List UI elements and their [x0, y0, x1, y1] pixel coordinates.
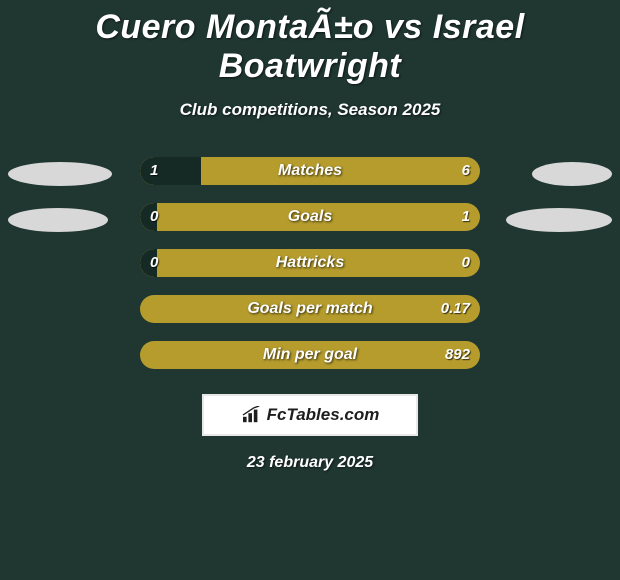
page-title: Cuero MontaÃ±o vs Israel Boatwright — [0, 0, 620, 86]
stat-row: Goals per match0.17 — [0, 294, 620, 340]
stat-row: Hattricks0 0 — [0, 248, 620, 294]
stat-row: Min per goal892 — [0, 340, 620, 386]
stat-label: Goals per match — [140, 295, 480, 323]
right-oval — [532, 162, 612, 186]
stat-label: Hattricks — [140, 249, 480, 277]
stat-value-right: 6 — [462, 156, 470, 184]
stat-bar: Min per goal — [140, 341, 480, 369]
stats-rows: Matches16Goals01Hattricks00Goals per mat… — [0, 156, 620, 386]
stat-value-left: 0 — [150, 202, 158, 230]
bar-chart-icon — [241, 406, 263, 424]
stat-label: Min per goal — [140, 341, 480, 369]
stat-row: Matches1 6 — [0, 156, 620, 202]
page-subtitle: Club competitions, Season 2025 — [0, 100, 620, 120]
stat-value-left: 1 — [150, 156, 158, 184]
stat-bar: Goals — [140, 203, 480, 231]
stat-value-right: 0.17 — [441, 294, 470, 322]
stat-value-right: 1 — [462, 202, 470, 230]
right-oval — [506, 208, 612, 232]
stat-bar: Goals per match — [140, 295, 480, 323]
stat-value-right: 892 — [445, 340, 470, 368]
stat-value-left: 0 — [150, 248, 158, 276]
date-text: 23 february 2025 — [0, 454, 620, 472]
left-oval — [8, 208, 108, 232]
stat-bar: Hattricks — [140, 249, 480, 277]
left-oval — [8, 162, 112, 186]
stat-bar: Matches — [140, 157, 480, 185]
stat-row: Goals0 1 — [0, 202, 620, 248]
stat-value-right: 0 — [462, 248, 470, 276]
stat-label: Goals — [140, 203, 480, 231]
brand-box: FcTables.com — [202, 394, 418, 436]
brand-text: FcTables.com — [267, 405, 380, 425]
